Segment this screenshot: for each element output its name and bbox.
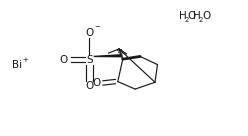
Polygon shape [94, 55, 121, 57]
Text: Bi: Bi [12, 60, 23, 70]
Text: O: O [85, 81, 93, 91]
Text: O: O [85, 28, 93, 38]
Text: H: H [193, 11, 201, 21]
Text: 2: 2 [199, 17, 203, 23]
Text: S: S [86, 55, 93, 65]
Text: O: O [187, 11, 196, 21]
Text: H: H [179, 11, 186, 21]
Text: O: O [60, 55, 68, 65]
Text: +: + [22, 57, 28, 63]
Text: −: − [95, 24, 101, 30]
Text: 2: 2 [184, 17, 188, 23]
Text: O: O [202, 11, 211, 21]
Text: O: O [92, 78, 101, 88]
